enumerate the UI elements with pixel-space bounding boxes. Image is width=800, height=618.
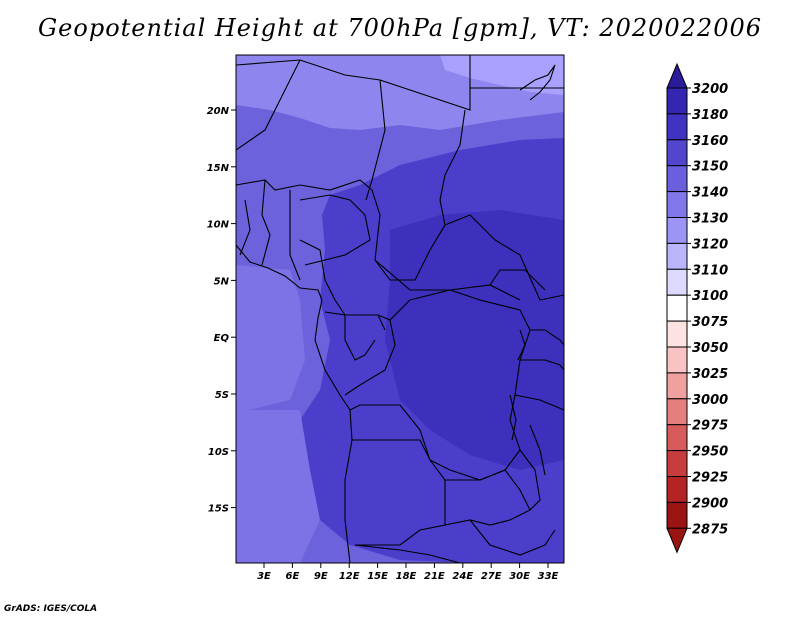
colorbar-bottom-arrow [666, 527, 688, 554]
lat-tick-label: 15S [208, 504, 229, 515]
coast-red-sea [519, 64, 556, 101]
grads-credit: GrADS: IGES/COLA [4, 604, 98, 614]
map-title: Geopotential Height at 700hPa [gpm], VT:… [38, 14, 762, 42]
lon-tick-label: 18E [396, 571, 417, 582]
colorbar-label: 3160 [692, 134, 728, 149]
colorbar-swatch [666, 372, 688, 400]
colorbar-swatch [666, 346, 688, 374]
contour-fill-layer [236, 55, 564, 563]
lake-tanganyika [509, 394, 517, 441]
colorbar-label: 3200 [692, 82, 728, 97]
border-west-4 [289, 190, 301, 281]
border-north-5 [439, 109, 466, 201]
lat-tick-label: 15N [207, 163, 230, 174]
country-borders [236, 55, 564, 563]
lake-albert [517, 329, 526, 361]
contour-region-deepest [385, 210, 564, 470]
border-west-2 [261, 179, 271, 266]
lon-ticks: 3E 6E 9E 12E 15E 18E 21E 24E 27E 30E 33E [257, 563, 559, 582]
border-west-3 [239, 199, 251, 256]
colorbar-label: 2900 [692, 496, 728, 511]
colorbar-swatch [666, 165, 688, 193]
border-east-1 [530, 329, 564, 346]
lon-tick-label: 12E [339, 571, 360, 582]
colorbar-swatch [666, 191, 688, 219]
contour-region-very-light-ne [440, 55, 564, 95]
colorbar-label: 3120 [692, 237, 728, 252]
lat-tick-label: 20N [207, 106, 230, 117]
colorbar-label: 3025 [692, 367, 728, 382]
lat-ticks: 20N 15N 10N 5N EQ 5S 10S 15S [207, 106, 236, 515]
border-congo [344, 314, 396, 396]
border-chad [371, 189, 446, 281]
colorbar-label: 3180 [692, 108, 728, 123]
colorbar-swatch [666, 113, 688, 141]
lat-tick-label: 5N [214, 276, 230, 287]
colorbar-swatch [666, 242, 688, 270]
colorbar-swatch [666, 217, 688, 244]
border-namibia [354, 544, 461, 563]
border-ssudan [489, 269, 546, 291]
contour-region-light-west [236, 265, 305, 410]
border-gabon [324, 311, 376, 361]
colorbar-label: 2875 [692, 522, 728, 537]
lon-tick-label: 21E [424, 571, 445, 582]
lon-tick-label: 6E [286, 571, 300, 582]
colorbar-label: 3140 [692, 186, 728, 201]
lake-malawi [529, 424, 546, 476]
colorbar-swatch [666, 320, 688, 348]
lon-tick-label: 30E [509, 571, 530, 582]
lon-tick-label: 27E [481, 571, 502, 582]
colorbar-swatch [666, 424, 688, 452]
border-nigeria [299, 194, 371, 266]
coastline-west [236, 244, 353, 563]
lat-tick-label: EQ [214, 333, 230, 344]
lon-tick-label: 9E [314, 571, 328, 582]
border-malawi [519, 449, 541, 511]
colorbar-swatch [666, 450, 688, 478]
colorbar-label: 3150 [692, 160, 728, 175]
border-north-1 [236, 55, 471, 111]
colorbar-swatch [666, 294, 688, 322]
colorbar-label: 3050 [692, 341, 728, 356]
colorbar-swatch [666, 139, 688, 167]
map-frame [235, 54, 565, 564]
colorbar-label: 3110 [692, 263, 728, 278]
colorbar-swatch [666, 398, 688, 426]
colorbar-label: 3100 [692, 289, 728, 304]
colorbar-label: 2950 [692, 445, 728, 460]
lon-tick-label: 15E [367, 571, 388, 582]
border-west-5 [299, 239, 326, 281]
colorbar-swatch [666, 268, 688, 296]
colorbar-label: 2925 [692, 471, 728, 486]
lon-tick-label: 24E [452, 571, 473, 582]
colorbar-label: 2975 [692, 419, 728, 434]
colorbar-swatch [666, 476, 688, 503]
border-east-3 [514, 394, 564, 411]
colorbar-top-arrow [666, 62, 688, 89]
border-sudan [444, 214, 564, 301]
border-north-3 [365, 79, 386, 201]
border-north-2 [236, 59, 301, 151]
colorbar-label: 3000 [692, 393, 728, 408]
colorbar-swatch [666, 501, 688, 529]
border-zimbabwe [469, 519, 556, 556]
border-drc-north [349, 289, 531, 481]
lat-tick-label: 10S [208, 447, 229, 458]
lon-tick-label: 3E [257, 571, 271, 582]
colorbar-swatch [666, 87, 688, 115]
lat-tick-label: 10N [207, 220, 230, 231]
border-east-2 [520, 359, 564, 371]
lat-tick-label: 5S [215, 390, 229, 401]
lon-tick-label: 33E [538, 571, 559, 582]
colorbar-label: 3130 [692, 212, 728, 227]
contour-region-light-south [236, 410, 320, 563]
colorbar-label: 3075 [692, 315, 728, 330]
colorbar: 3200 3180 3160 3150 3140 3130 3120 3110 3100 3075… [666, 62, 728, 554]
